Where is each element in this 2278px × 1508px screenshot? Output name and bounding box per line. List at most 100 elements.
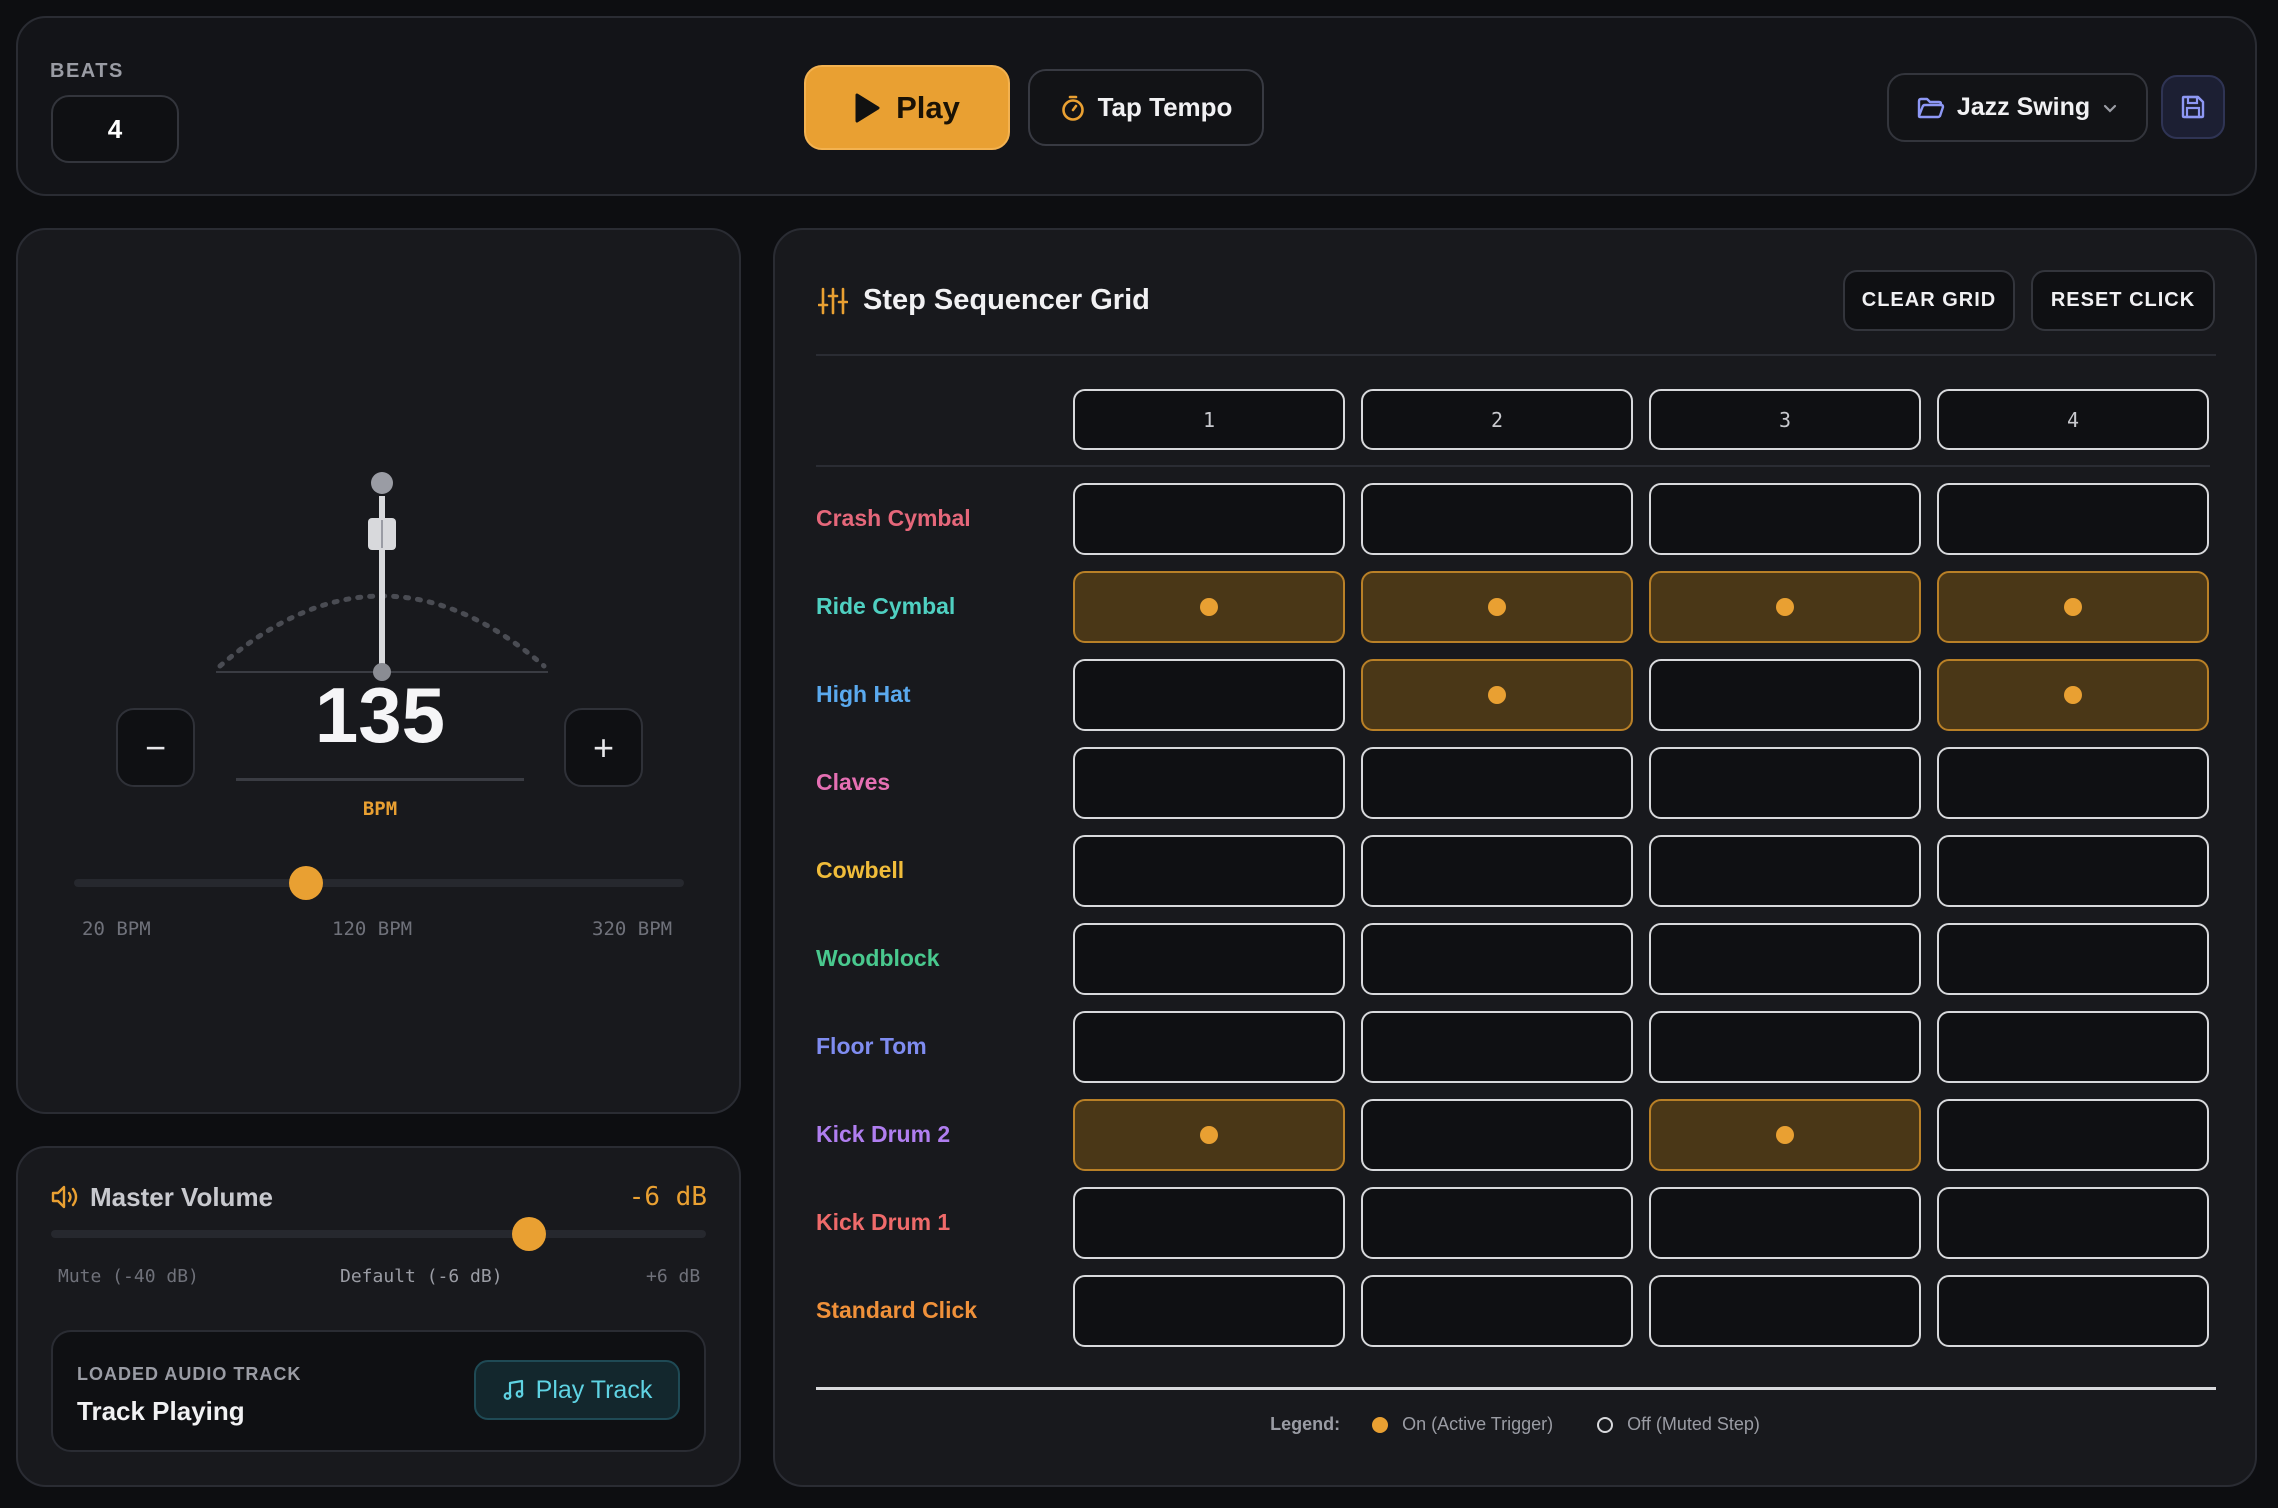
- legend: Legend: On (Active Trigger) Off (Muted S…: [775, 1414, 2255, 1435]
- sliders-icon: [818, 287, 848, 315]
- row-label: Standard Click: [816, 1297, 978, 1323]
- step-cell[interactable]: [1937, 835, 2209, 907]
- step-cell[interactable]: [1073, 1011, 1345, 1083]
- step-cell[interactable]: [1937, 1099, 2209, 1171]
- row-label: Kick Drum 1: [816, 1209, 951, 1235]
- step-cell[interactable]: [1361, 571, 1633, 643]
- tempo-min-label: 20 BPM: [82, 918, 151, 940]
- step-cell[interactable]: [1073, 1275, 1345, 1347]
- step-cell[interactable]: [1937, 1011, 2209, 1083]
- step-cell[interactable]: [1073, 483, 1345, 555]
- loaded-track-label: LOADED AUDIO TRACK: [77, 1364, 302, 1384]
- step-cell[interactable]: [1649, 747, 1921, 819]
- step-cell[interactable]: [1073, 659, 1345, 731]
- save-button[interactable]: [2161, 75, 2225, 139]
- step-cell[interactable]: [1073, 747, 1345, 819]
- volume-slider-thumb[interactable]: [512, 1217, 547, 1251]
- step-cell[interactable]: [1073, 1099, 1345, 1171]
- step-header-3: 3: [1649, 389, 1921, 450]
- save-icon: [2181, 95, 2205, 119]
- step-header-4: 4: [1937, 389, 2209, 450]
- play-icon: [855, 93, 880, 122]
- step-cell[interactable]: [1361, 923, 1633, 995]
- active-trigger-dot: [1200, 598, 1218, 616]
- step-cell[interactable]: [1361, 1099, 1633, 1171]
- step-cell[interactable]: [1937, 1187, 2209, 1259]
- header-divider: [816, 354, 2216, 356]
- row-label: Claves: [816, 769, 891, 795]
- legend-off-label: Off (Muted Step): [1627, 1414, 1760, 1434]
- row-label: High Hat: [816, 681, 911, 707]
- volume-max-label: +6 dB: [646, 1266, 701, 1287]
- steps-divider: [816, 465, 2210, 467]
- step-cell[interactable]: [1937, 1275, 2209, 1347]
- step-cell[interactable]: [1361, 1275, 1633, 1347]
- step-cell[interactable]: [1937, 483, 2209, 555]
- sequencer-title: Step Sequencer Grid: [863, 284, 1150, 316]
- step-cell[interactable]: [1649, 1187, 1921, 1259]
- step-cell[interactable]: [1361, 835, 1633, 907]
- step-cell[interactable]: [1361, 1011, 1633, 1083]
- step-cell[interactable]: [1649, 835, 1921, 907]
- step-cell[interactable]: [1937, 659, 2209, 731]
- play-track-button[interactable]: Play Track: [474, 1360, 680, 1420]
- tempo-slider-track[interactable]: [74, 879, 684, 887]
- step-cell[interactable]: [1361, 483, 1633, 555]
- step-cell[interactable]: [1361, 747, 1633, 819]
- step-cell[interactable]: [1649, 659, 1921, 731]
- active-trigger-dot: [1488, 598, 1506, 616]
- step-cell[interactable]: [1937, 747, 2209, 819]
- preset-label: Jazz Swing: [1956, 93, 2091, 121]
- grid-bottom-divider: [816, 1387, 2216, 1390]
- row-label: Cowbell: [816, 857, 905, 883]
- volume-slider-track[interactable]: [51, 1230, 706, 1238]
- bpm-value: 135: [314, 671, 446, 759]
- step-cell[interactable]: [1649, 1275, 1921, 1347]
- step-cell[interactable]: [1073, 835, 1345, 907]
- tempo-panel: − + 135 BPM 20 BPM 120 BPM 320 BPM: [16, 228, 741, 1114]
- decrease-bpm-button[interactable]: −: [116, 708, 195, 787]
- chevron-down-icon: [2104, 104, 2117, 113]
- active-trigger-dot: [1776, 598, 1794, 616]
- beats-input[interactable]: 4: [51, 95, 179, 163]
- increase-bpm-button[interactable]: +: [564, 708, 643, 787]
- metronome-pendulum: [216, 472, 548, 681]
- bpm-unit-label: BPM: [362, 798, 398, 820]
- master-volume-panel: Master Volume -6 dB Mute (-40 dB) Defaul…: [16, 1146, 741, 1487]
- step-cell[interactable]: [1937, 571, 2209, 643]
- tap-tempo-button[interactable]: Tap Tempo: [1028, 69, 1264, 146]
- play-label: Play: [896, 89, 960, 125]
- step-cell[interactable]: [1649, 483, 1921, 555]
- legend-off-icon: [1597, 1416, 1614, 1433]
- volume-min-label: Mute (-40 dB): [58, 1266, 199, 1287]
- legend-title: Legend:: [1270, 1414, 1341, 1434]
- master-volume-value: -6 dB: [628, 1182, 707, 1212]
- active-trigger-dot: [1776, 1126, 1794, 1144]
- step-cell[interactable]: [1361, 1187, 1633, 1259]
- play-track-label: Play Track: [535, 1375, 653, 1404]
- preset-select[interactable]: Jazz Swing: [1887, 73, 2148, 142]
- folder-icon: [1917, 97, 1945, 118]
- reset-click-button[interactable]: RESET CLICK: [2031, 270, 2215, 331]
- step-cell[interactable]: [1649, 1099, 1921, 1171]
- bpm-underline: [236, 778, 524, 781]
- step-sequencer-panel: Step Sequencer Grid CLEAR GRID RESET CLI…: [773, 228, 2257, 1487]
- step-cell[interactable]: [1073, 571, 1345, 643]
- clear-grid-button[interactable]: CLEAR GRID: [1843, 270, 2015, 331]
- step-cell[interactable]: [1649, 923, 1921, 995]
- legend-on-label: On (Active Trigger): [1402, 1414, 1554, 1434]
- step-cell[interactable]: [1937, 923, 2209, 995]
- volume-mid-label: Default (-6 dB): [340, 1266, 503, 1287]
- music-note-icon: [503, 1379, 524, 1400]
- play-button[interactable]: Play: [804, 65, 1010, 150]
- active-trigger-dot: [2064, 686, 2082, 704]
- step-cell[interactable]: [1361, 659, 1633, 731]
- beats-label: BEATS: [50, 60, 124, 82]
- step-cell[interactable]: [1649, 571, 1921, 643]
- step-cell[interactable]: [1073, 1187, 1345, 1259]
- step-cell[interactable]: [1649, 1011, 1921, 1083]
- tempo-slider-thumb[interactable]: [288, 866, 323, 900]
- stopwatch-icon: [1061, 95, 1084, 121]
- step-cell[interactable]: [1073, 923, 1345, 995]
- top-bar: BEATS 4 Play Tap Tempo Jazz Swing: [16, 16, 2257, 196]
